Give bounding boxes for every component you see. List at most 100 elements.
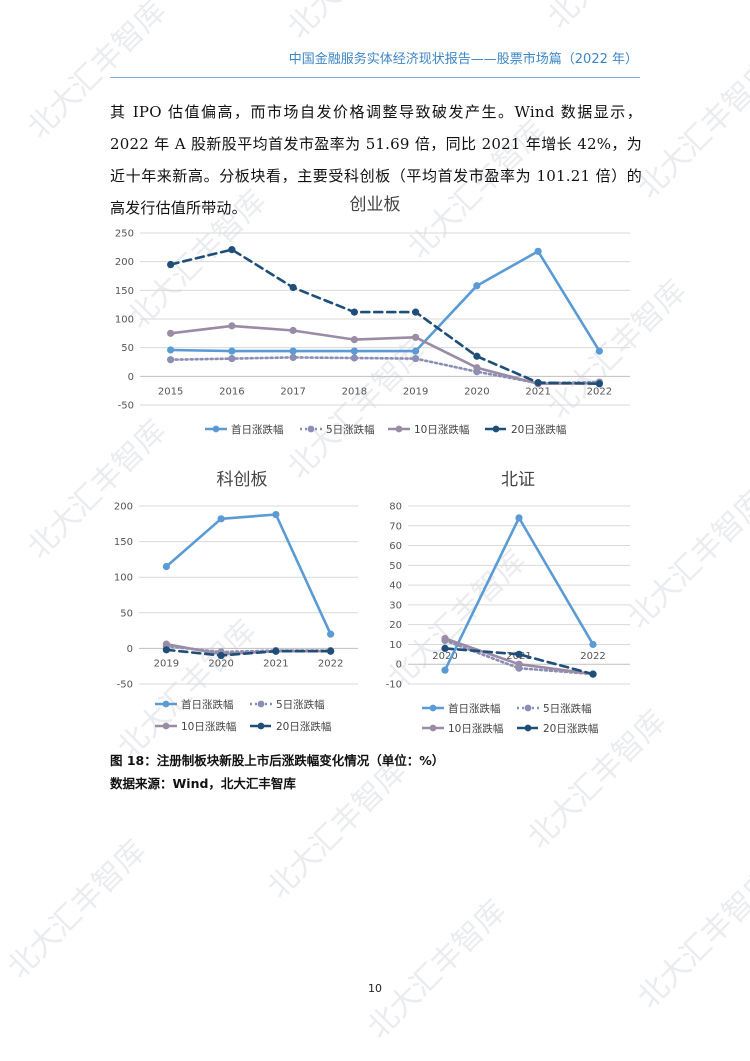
series-line xyxy=(169,248,601,386)
y-tick-label: -10 xyxy=(386,680,402,691)
data-point xyxy=(412,333,420,341)
x-tick-label: 2018 xyxy=(342,386,367,397)
data-point xyxy=(473,282,481,290)
header-divider xyxy=(110,77,640,78)
watermark-text: 北大汇丰智库 xyxy=(1,834,153,986)
legend-marker xyxy=(307,425,315,433)
y-tick-label: -50 xyxy=(118,401,134,412)
series-line xyxy=(169,356,601,385)
x-tick-label: 2020 xyxy=(464,386,489,397)
data-point xyxy=(217,651,225,660)
data-point xyxy=(289,283,297,292)
chart-kechuangban: 科创板 -50 0 50 100 150 200 2019 2020 2021 2022 首日涨跌幅 5… xyxy=(114,470,358,733)
x-tick-label: 2020 xyxy=(432,651,457,662)
data-point xyxy=(228,246,236,254)
y-tick-label: 20 xyxy=(389,620,402,631)
legend-marker xyxy=(429,724,437,732)
x-tick-label: 2019 xyxy=(154,658,179,669)
legend-label: 首日涨跌幅 xyxy=(231,423,284,436)
x-tick-label: 2022 xyxy=(587,386,612,397)
series-line xyxy=(169,324,601,386)
y-tick-label: 50 xyxy=(120,608,133,619)
legend-label: 5日涨跌幅 xyxy=(543,702,592,715)
data-point xyxy=(167,356,175,364)
chart-title: 北证 xyxy=(501,470,535,490)
legend-marker xyxy=(257,700,265,708)
data-point xyxy=(441,634,449,643)
x-tick-label: 2017 xyxy=(280,386,305,397)
chart-beizheng: 北证-1001020304050607080202020212022首日涨跌幅5… xyxy=(386,470,630,735)
figure-source: 数据来源：Wind，北大汇丰智库 xyxy=(110,776,296,791)
series-line xyxy=(169,249,601,353)
y-tick-label: 100 xyxy=(115,315,134,326)
watermark-text: 北大汇丰智库 xyxy=(281,0,433,46)
legend-label: 20日涨跌幅 xyxy=(543,722,598,735)
x-tick-label: 2016 xyxy=(219,386,244,397)
data-point xyxy=(350,354,358,362)
data-point xyxy=(327,647,335,655)
data-point xyxy=(515,514,523,522)
legend-label: 首日涨跌幅 xyxy=(181,698,234,711)
data-point xyxy=(289,353,297,362)
data-point xyxy=(441,644,449,652)
data-point xyxy=(473,364,481,372)
watermark-text: 北大汇丰智库 xyxy=(361,894,513,1046)
data-point xyxy=(162,640,170,648)
y-tick-label: 200 xyxy=(114,502,133,513)
data-point xyxy=(162,562,170,571)
data-point xyxy=(441,666,449,674)
figure-caption: 图 18：注册制板块新股上市后涨跌幅变化情况（单位：%） xyxy=(110,753,445,768)
data-point xyxy=(327,630,335,638)
data-point xyxy=(595,347,603,355)
chart-title: 创业板 xyxy=(350,195,401,215)
data-point xyxy=(473,352,481,360)
data-point xyxy=(289,347,297,355)
y-tick-label: 0 xyxy=(396,660,402,671)
y-tick-label: 0 xyxy=(128,372,134,383)
data-point xyxy=(167,260,175,269)
data-point xyxy=(217,515,225,523)
x-tick-label: 2021 xyxy=(263,658,288,669)
data-point xyxy=(350,308,358,316)
data-point xyxy=(412,308,420,316)
data-point xyxy=(167,346,175,354)
data-point xyxy=(272,510,280,519)
page-header: 中国金融服务实体经济现状报告——股票市场篇（2022 年） xyxy=(288,52,638,67)
data-point xyxy=(228,322,236,330)
data-point xyxy=(412,354,420,363)
x-tick-label: 2019 xyxy=(403,386,428,397)
watermark-text: 北大汇丰智库 xyxy=(541,0,693,36)
y-tick-label: 70 xyxy=(389,521,402,532)
legend-label: 20日涨跌幅 xyxy=(276,720,331,733)
x-tick-label: 2021 xyxy=(525,386,550,397)
y-tick-label: 10 xyxy=(389,640,402,651)
legend-marker xyxy=(429,704,437,712)
legend-label: 20日涨跌幅 xyxy=(511,423,566,436)
page-number: 10 xyxy=(368,982,382,995)
legend-marker xyxy=(162,700,170,708)
data-point xyxy=(350,347,358,355)
y-tick-label: 60 xyxy=(389,541,402,552)
y-tick-label: 40 xyxy=(389,581,402,592)
x-tick-label: 2015 xyxy=(158,386,183,397)
data-point xyxy=(595,380,603,388)
y-tick-label: 200 xyxy=(115,257,134,268)
legend-label: 10日涨跌幅 xyxy=(414,423,469,436)
data-point xyxy=(350,336,358,344)
y-tick-label: 50 xyxy=(121,343,134,354)
legend-marker xyxy=(395,425,403,433)
legend-label: 10日涨跌幅 xyxy=(181,720,236,733)
data-point xyxy=(534,247,542,255)
legend-marker xyxy=(524,724,532,732)
x-tick-label: 2020 xyxy=(208,658,233,669)
series-line xyxy=(165,648,332,657)
legend-marker xyxy=(257,722,265,730)
series-line xyxy=(165,513,332,636)
legend-marker xyxy=(162,722,170,730)
y-tick-label: 100 xyxy=(114,573,133,584)
data-point xyxy=(228,347,236,355)
watermark-text: 北大汇丰智库 xyxy=(631,54,750,206)
legend-label: 5日涨跌幅 xyxy=(326,423,375,436)
data-point xyxy=(272,647,280,655)
x-tick-label: 2022 xyxy=(580,651,605,662)
